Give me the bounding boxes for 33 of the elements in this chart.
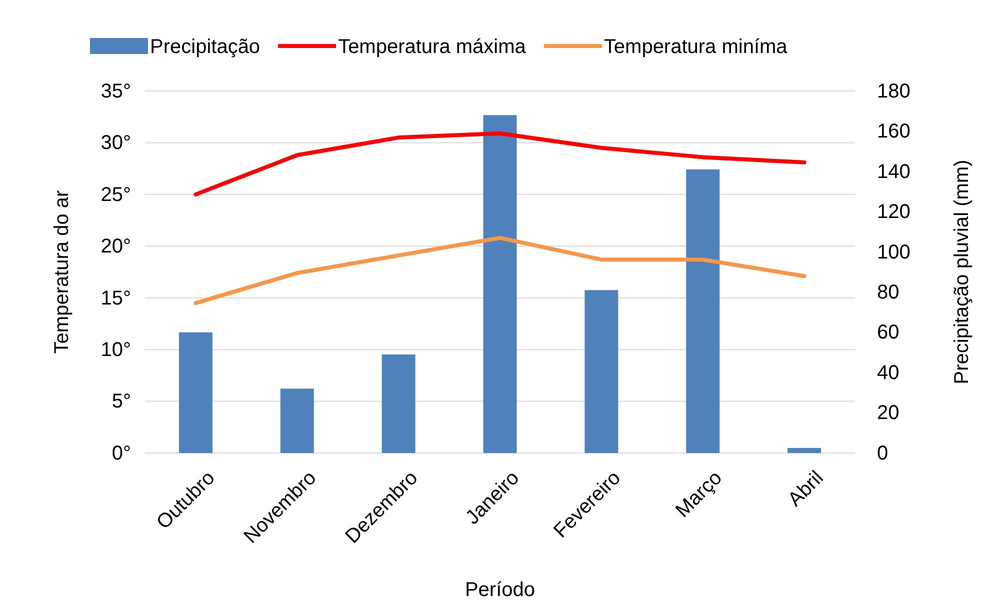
- y2-tick-label: 20: [877, 402, 900, 424]
- y2-tick-label: 140: [877, 160, 910, 183]
- y-tick-label: 0°: [112, 442, 131, 464]
- y2-tick-label: 40: [877, 362, 900, 384]
- y-tick-label: 30°: [100, 132, 131, 154]
- line-series: [194, 131, 806, 196]
- y2-tick-label: 100: [877, 241, 910, 264]
- y-tick-label: 25°: [100, 184, 131, 206]
- bar: [382, 354, 416, 453]
- bar: [686, 169, 720, 453]
- legend-label: Temperatura máxima: [338, 36, 527, 58]
- y-tick-label: 10°: [100, 338, 131, 361]
- y2-tick-label: 80: [877, 282, 900, 304]
- bar: [788, 448, 822, 453]
- y-tick-label: 5°: [112, 390, 131, 413]
- y2-tick-label: 0: [877, 442, 888, 464]
- y-tick-label: 15°: [100, 287, 131, 310]
- y2-tick-label: 180: [877, 80, 910, 102]
- bar: [584, 290, 618, 453]
- bar: [280, 388, 314, 453]
- legend-label: Precipitação: [150, 36, 260, 58]
- y2-axis-title: Precipitação pluvial (mm): [951, 160, 973, 384]
- legend-label: Temperatura miníma: [604, 36, 788, 58]
- bar: [483, 115, 517, 453]
- x-axis-title: Período: [464, 579, 536, 601]
- y-tick-label: 20°: [100, 236, 131, 258]
- bar: [178, 332, 212, 453]
- y2-tick-label: 160: [877, 120, 910, 143]
- y2-tick-label: 120: [877, 201, 910, 224]
- line-series: [194, 236, 806, 306]
- y-axis-title: Temperatura do ar: [51, 190, 73, 354]
- y2-tick-label: 60: [877, 322, 900, 344]
- y-tick-label: 35°: [100, 80, 131, 102]
